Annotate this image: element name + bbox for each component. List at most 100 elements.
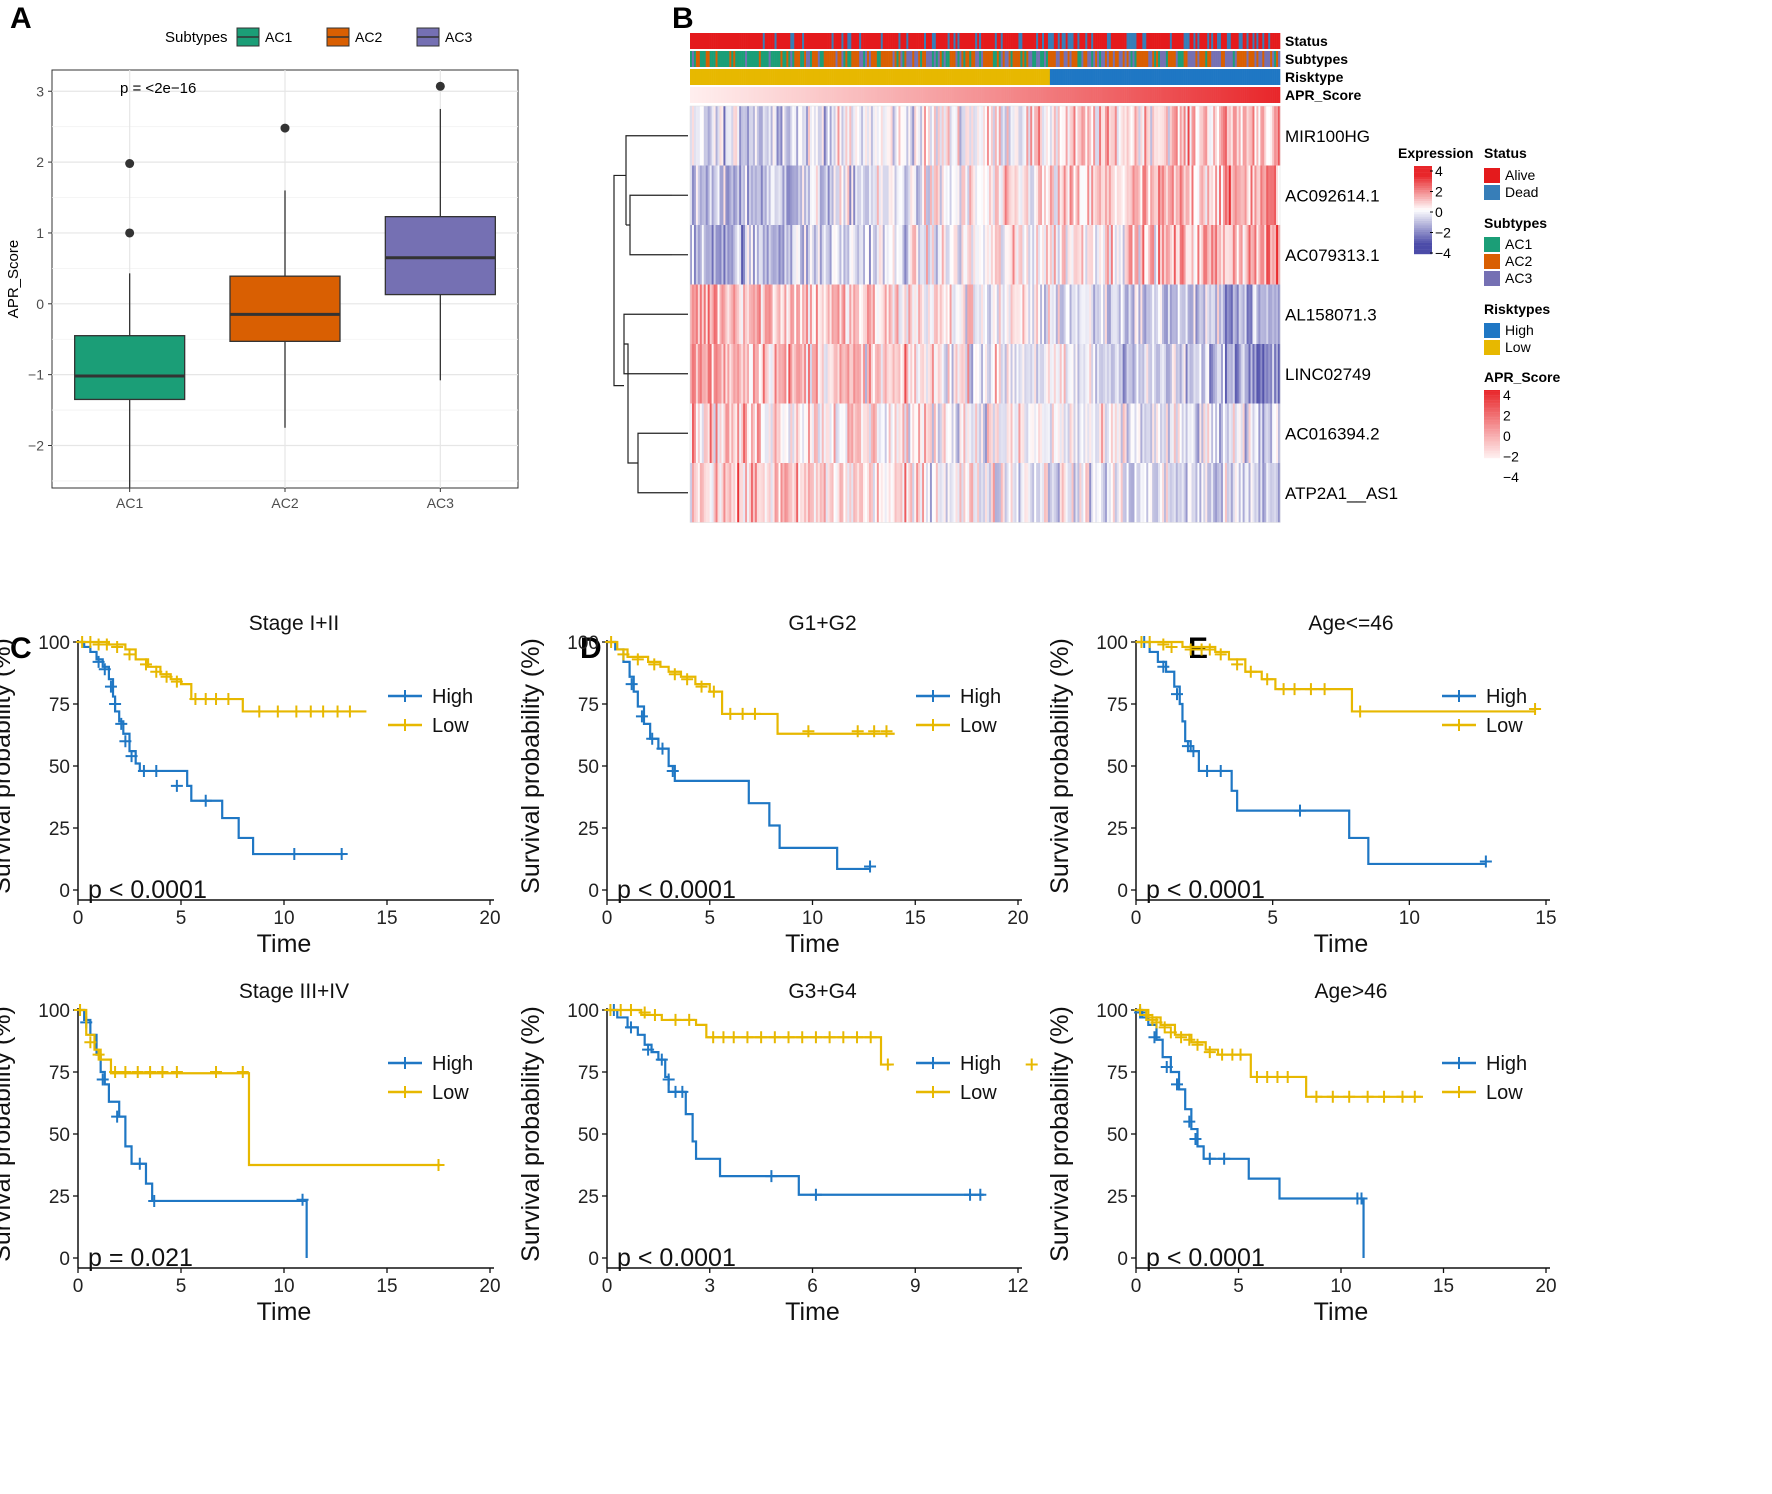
heatmap-cell (986, 165, 990, 225)
heatmap-cell (967, 463, 970, 523)
status-cell (896, 33, 899, 49)
status-cell (1030, 33, 1033, 49)
heatmap-cell (969, 403, 972, 463)
status-cell (749, 33, 752, 49)
heatmap-cell (1189, 225, 1192, 285)
heatmap-cell (937, 165, 941, 225)
heatmap-cell (831, 403, 834, 463)
censor-mark-low (317, 705, 330, 718)
heatmap-cell (1097, 106, 1100, 166)
heatmap-cell (699, 344, 703, 404)
heatmap-cell (1242, 344, 1245, 404)
status-cell (1171, 33, 1175, 49)
x-tick-label: 9 (910, 1276, 921, 1297)
heatmap-cell (1073, 463, 1076, 523)
heatmap-cell (977, 403, 980, 463)
heatmap-cell (992, 344, 996, 404)
heatmap-cell (825, 284, 828, 344)
heatmap-cell (693, 225, 697, 285)
heatmap-cell (957, 106, 960, 166)
apr-score-cell (841, 87, 844, 103)
heatmap-cell (813, 403, 817, 463)
status-cell (918, 33, 921, 49)
heatmap-cell (1162, 106, 1165, 166)
apr-score-cell (1268, 87, 1271, 103)
heatmap-cell (900, 225, 903, 285)
heatmap-cell (1219, 284, 1222, 344)
heatmap-cell (1197, 225, 1200, 285)
heatmap-cell (1203, 403, 1206, 463)
heatmap-cell (729, 106, 732, 166)
risktype-cell (774, 69, 777, 85)
heatmap-cell (933, 106, 937, 166)
subtype-cell (992, 51, 996, 67)
heatmap-cell (1250, 165, 1253, 225)
status-cell (1248, 33, 1251, 49)
heatmap-cell (1108, 463, 1112, 523)
subtype-cell (931, 51, 935, 67)
heatmap-cell (762, 284, 766, 344)
heatmap-cell (929, 463, 933, 523)
heatmap-cell (865, 225, 868, 285)
heatmap-cell (819, 344, 823, 404)
risktype-cell (861, 69, 864, 85)
heatmap-cell (1158, 463, 1161, 523)
heatmap-cell (1262, 344, 1265, 404)
heatmap-cell (1087, 344, 1090, 404)
risktype-cell (1142, 69, 1145, 85)
heatmap-cell (735, 225, 738, 285)
heatmap-cell (859, 165, 862, 225)
heatmap-cell (800, 106, 803, 166)
heatmap-cell (1097, 344, 1100, 404)
heatmap-cell (756, 284, 760, 344)
risktype-cell (1136, 69, 1139, 85)
risktype-cell (833, 69, 836, 85)
subtype-cell (695, 51, 699, 67)
status-cell (853, 33, 856, 49)
heatmap-cell (811, 165, 815, 225)
apr-score-cell (1103, 87, 1106, 103)
heatmap-cell (1136, 284, 1139, 344)
heatmap-cell (1193, 106, 1196, 166)
heatmap-cell (945, 463, 948, 523)
heatmap-cell (927, 225, 931, 285)
risktype-cell (906, 69, 909, 85)
heatmap-cell (985, 403, 988, 463)
p-value: p < 0.0001 (1146, 1244, 1265, 1272)
heatmap-cell (1258, 106, 1261, 166)
heatmap-cell (1051, 344, 1055, 404)
heatmap-cell (784, 344, 787, 404)
heatmap-cell (1138, 463, 1141, 523)
heatmap-cell (1124, 403, 1127, 463)
expression-legend-gradient (1414, 227, 1432, 230)
status-cell (1187, 33, 1190, 49)
status-cell (859, 33, 862, 49)
heatmap-cell (1187, 463, 1190, 523)
risktype-cell (1065, 69, 1068, 85)
heatmap-cell (892, 165, 895, 225)
risktype-cell (886, 69, 889, 85)
heatmap-cell (882, 106, 885, 166)
heatmap-cell (1254, 344, 1257, 404)
subtype-cell (821, 51, 825, 67)
heatmap-cell (1126, 403, 1129, 463)
heatmap-cell (1226, 403, 1230, 463)
heatmap-cell (941, 106, 944, 166)
heatmap-cell (1061, 403, 1064, 463)
heatmap-cell (1221, 403, 1224, 463)
heatmap-cell (1030, 284, 1033, 344)
heatmap-cell (927, 403, 931, 463)
subtype-cell (985, 51, 988, 67)
heatmap-cell (1213, 344, 1216, 404)
risktype-cell (731, 69, 734, 85)
apr-score-cell (1201, 87, 1204, 103)
heatmap-cell (1234, 463, 1238, 523)
heatmap-cell (1051, 165, 1055, 225)
heatmap-cell (992, 106, 996, 166)
heatmap-cell (1030, 225, 1033, 285)
apr-score-cell (855, 87, 858, 103)
subtype-cell (945, 51, 948, 67)
apr-score-cell (1071, 87, 1074, 103)
heatmap-cell (937, 344, 941, 404)
status-cell (882, 33, 885, 49)
